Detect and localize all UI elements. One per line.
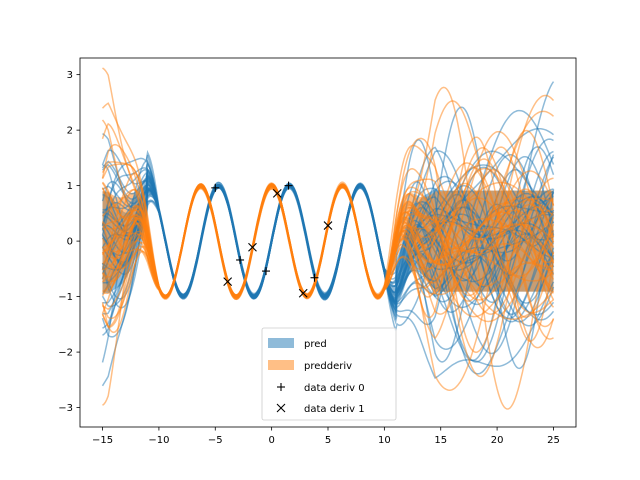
marker-stroke (248, 242, 257, 252)
legend-patch-predderiv (268, 360, 294, 370)
plus-data-point (236, 255, 245, 264)
x-data-point (323, 221, 333, 230)
x-tick-label: 25 (547, 435, 560, 446)
pred-sample-line (102, 127, 554, 315)
legend-marker-plus (277, 383, 285, 391)
marker-stroke (272, 189, 282, 198)
x-tick-label: 15 (434, 435, 447, 446)
x-tick-label: 20 (491, 435, 504, 446)
plus-data-point (211, 183, 220, 192)
plus-data-point (262, 267, 270, 276)
legend-marker-x (276, 403, 286, 413)
marker-stroke (323, 221, 333, 230)
plus-data-point (310, 273, 319, 282)
x-axis: −15 −10 −5 0 5 10 15 20 25 (92, 427, 560, 446)
marker-stroke (298, 288, 308, 298)
y-axis: −3 −2 −1 0 1 2 3 (58, 70, 80, 414)
legend-label-data-deriv-1: data deriv 1 (304, 404, 365, 415)
legend-label-predderiv: predderiv (304, 361, 352, 372)
x-data-point (272, 189, 282, 198)
y-tick-label: 3 (67, 70, 73, 81)
x-data-point (298, 288, 308, 298)
x-tick-label: −15 (92, 435, 113, 446)
legend-label-pred: pred (304, 339, 327, 350)
y-tick-label: 0 (67, 237, 73, 248)
y-tick-label: −3 (58, 403, 73, 414)
marker-stroke (223, 277, 233, 287)
x-tick-label: −5 (208, 435, 223, 446)
x-data-point (223, 277, 233, 287)
y-tick-label: −2 (58, 348, 73, 359)
y-tick-label: 1 (67, 181, 73, 192)
legend-patch-pred (268, 338, 294, 348)
y-tick-label: 2 (67, 126, 73, 137)
x-data-point (248, 242, 257, 252)
x-tick-label: 10 (378, 435, 391, 446)
x-tick-label: 0 (268, 435, 274, 446)
x-tick-label: 5 (325, 435, 331, 446)
plot-area (101, 67, 555, 410)
sample-curves (101, 67, 555, 410)
legend-label-data-deriv-0: data deriv 0 (304, 383, 365, 394)
x-tick-label: −10 (148, 435, 169, 446)
legend-box (261, 327, 397, 421)
plus-data-point (284, 181, 293, 190)
legend: pred predderiv data deriv 0 data deriv 1 (261, 327, 397, 421)
y-tick-label: −1 (58, 292, 73, 303)
data-points (211, 181, 333, 298)
